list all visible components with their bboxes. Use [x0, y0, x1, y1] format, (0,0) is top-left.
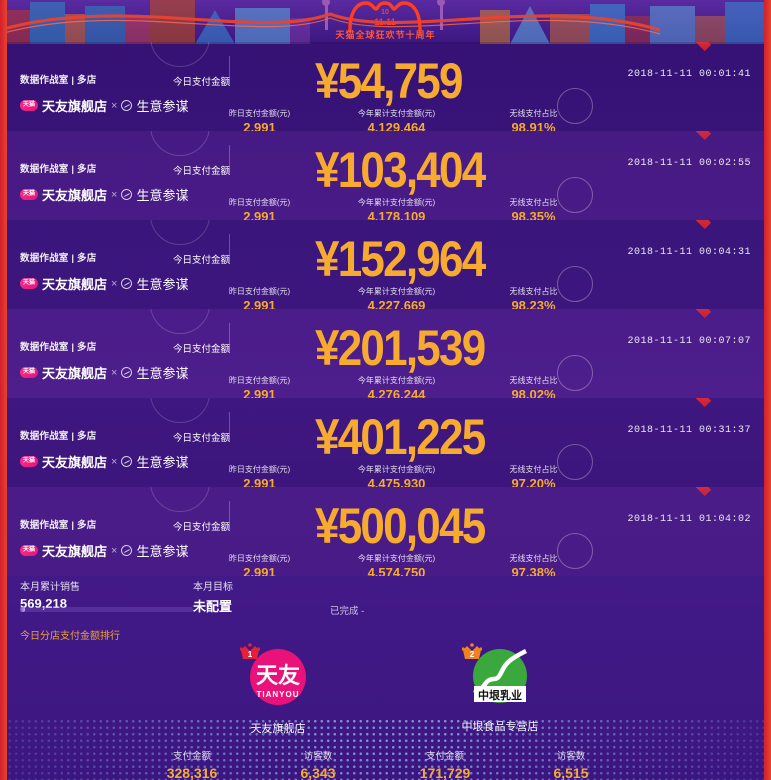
svg-text:中垠乳业: 中垠乳业 [478, 688, 522, 702]
svg-text:11.11: 11.11 [374, 17, 396, 27]
svg-text:1: 1 [248, 650, 253, 659]
svg-text:10: 10 [381, 9, 389, 16]
svg-text:TIANYOU: TIANYOU [257, 690, 300, 699]
svg-text:天友: 天友 [256, 663, 300, 688]
svg-text:2: 2 [470, 650, 475, 659]
